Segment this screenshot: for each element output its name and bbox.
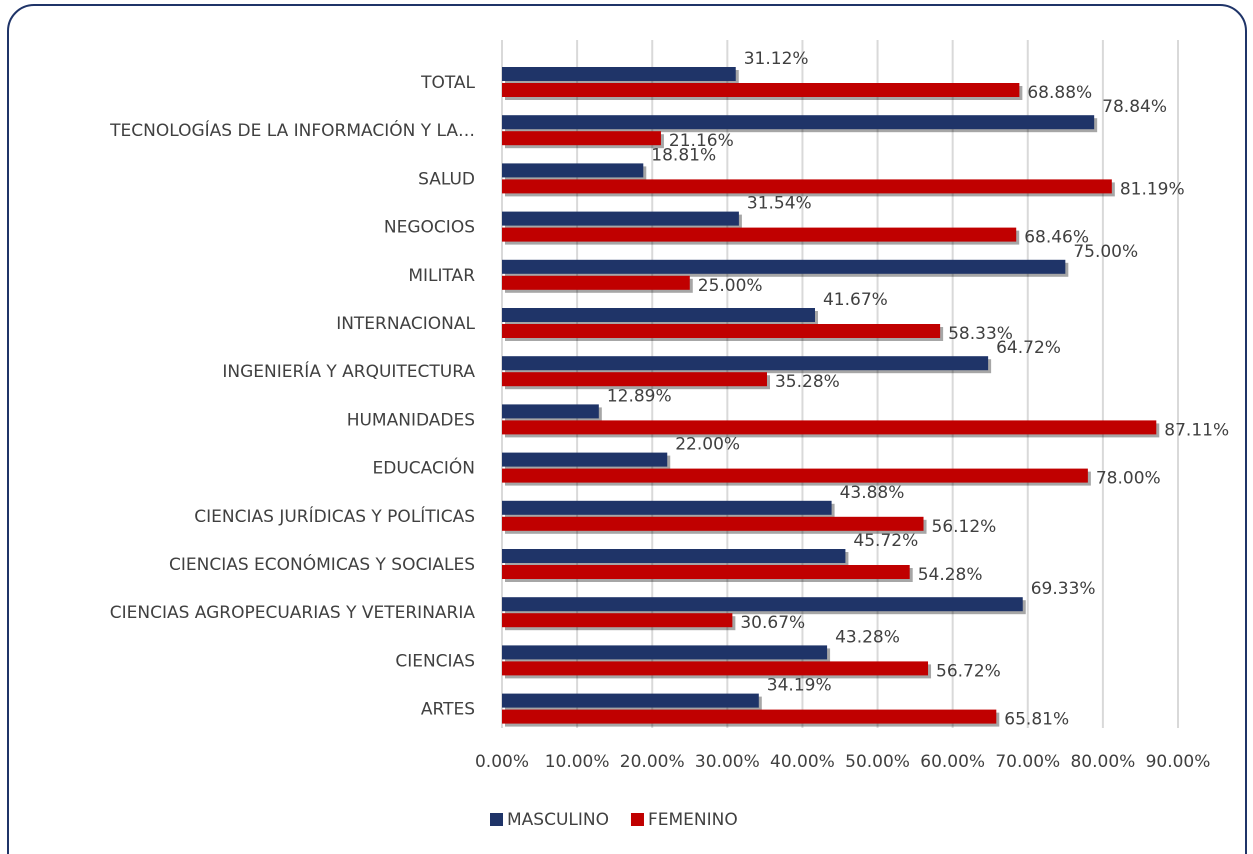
data-label: 21.16%	[669, 131, 734, 151]
frame	[7, 4, 1247, 854]
y-tick-label: TOTAL	[420, 73, 475, 93]
data-label: 22.00%	[675, 435, 740, 455]
y-tick-label: HUMANIDADES	[347, 410, 475, 430]
bar	[502, 661, 929, 676]
bar	[502, 693, 759, 708]
x-tick-label: 80.00%	[1070, 752, 1135, 772]
bar	[502, 115, 1095, 130]
data-label: 69.33%	[1031, 579, 1096, 599]
bar	[502, 356, 989, 371]
bar	[502, 404, 599, 419]
bar	[502, 549, 846, 563]
bar	[502, 308, 815, 322]
bar	[502, 645, 828, 660]
data-label: 65.81%	[1004, 710, 1069, 730]
x-tick-label: 0.00%	[475, 752, 529, 772]
bar	[502, 275, 690, 290]
data-label: 43.28%	[835, 627, 900, 647]
y-tick-label: CIENCIAS	[395, 651, 475, 671]
bar	[502, 372, 767, 387]
y-tick-label: CIENCIAS ECONÓMICAS Y SOCIALES	[169, 553, 475, 575]
data-label: 78.00%	[1096, 469, 1161, 489]
data-label: 58.33%	[948, 324, 1013, 344]
y-tick-label: ARTES	[421, 700, 475, 720]
x-tick-label: 50.00%	[845, 752, 910, 772]
y-tick-label: EDUCACIÓN	[373, 457, 475, 479]
x-tick-label: 90.00%	[1146, 752, 1211, 772]
data-label: 87.11%	[1164, 420, 1229, 440]
data-label: 30.67%	[740, 613, 805, 633]
bar	[502, 565, 910, 579]
x-tick-label: 10.00%	[545, 752, 610, 772]
bar	[502, 131, 661, 146]
data-label: 81.19%	[1120, 179, 1185, 199]
y-tick-label: INTERNACIONAL	[336, 314, 475, 334]
data-label: 64.72%	[996, 338, 1061, 358]
bar	[502, 420, 1157, 435]
data-label: 25.00%	[698, 276, 763, 296]
data-label: 35.28%	[775, 372, 840, 392]
x-tick-label: 60.00%	[920, 752, 985, 772]
y-tick-label: MILITAR	[408, 266, 475, 286]
data-label: 43.88%	[840, 483, 905, 503]
bar	[502, 227, 1017, 242]
y-tick-label: TECNOLOGÍAS DE LA INFORMACIÓN Y LA…	[109, 119, 475, 141]
data-label: 56.72%	[936, 661, 1001, 681]
y-tick-label: CIENCIAS JURÍDICAS Y POLÍTICAS	[194, 505, 475, 527]
bar	[502, 613, 733, 628]
x-tick-label: 40.00%	[770, 752, 835, 772]
bar	[502, 211, 739, 226]
bar	[502, 83, 1020, 97]
y-tick-label: INGENIERÍA Y ARQUITECTURA	[222, 360, 475, 382]
data-label: 34.19%	[767, 676, 832, 696]
data-label: 41.67%	[823, 290, 888, 310]
bar	[502, 709, 997, 724]
data-label: 56.12%	[932, 517, 997, 537]
bar	[502, 452, 668, 467]
data-label: 31.54%	[747, 194, 812, 214]
data-label: 12.89%	[607, 386, 672, 406]
bar	[502, 597, 1023, 612]
data-label: 54.28%	[918, 565, 983, 585]
bar	[502, 500, 832, 515]
x-tick-label: 70.00%	[995, 752, 1060, 772]
data-label: 18.81%	[651, 145, 716, 165]
y-tick-label: NEGOCIOS	[384, 218, 475, 238]
x-tick-label: 30.00%	[695, 752, 760, 772]
legend-swatch	[630, 813, 644, 826]
data-label: 68.88%	[1027, 83, 1092, 103]
y-tick-label: SALUD	[418, 169, 475, 189]
bar	[502, 259, 1066, 274]
bar	[502, 67, 736, 81]
bar	[502, 179, 1112, 194]
y-tick-label: CIENCIAS AGROPECUARIAS Y VETERINARIA	[110, 603, 476, 623]
data-label: 68.46%	[1024, 228, 1089, 248]
data-label: 45.72%	[853, 531, 918, 551]
bar	[502, 163, 644, 178]
bar	[502, 324, 941, 338]
data-label: 31.12%	[744, 49, 809, 69]
legend-label: MASCULINO	[507, 810, 609, 830]
x-tick-label: 20.00%	[620, 752, 685, 772]
legend-label: FEMENINO	[648, 810, 738, 830]
data-label: 75.00%	[1073, 242, 1138, 262]
legend-swatch	[490, 813, 503, 826]
bar	[502, 468, 1088, 483]
data-label: 78.84%	[1102, 97, 1167, 117]
bar	[502, 516, 924, 531]
